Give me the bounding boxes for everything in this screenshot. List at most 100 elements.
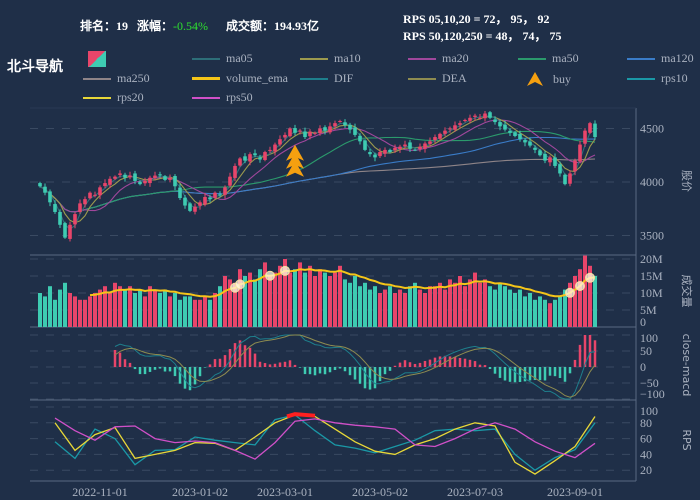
x-tick-label: 2023-07-03 [447, 485, 503, 499]
buy-arrow-icon [525, 71, 545, 87]
volume-bar [523, 296, 527, 327]
volume-bar [178, 299, 182, 327]
volume-bar [148, 286, 152, 327]
volume-bar [573, 276, 577, 327]
volume-bar [338, 265, 342, 327]
volume-bar [343, 279, 347, 327]
candle-body [443, 130, 447, 134]
volume-bar [53, 299, 57, 327]
candle [413, 148, 417, 152]
candle-body [583, 130, 587, 144]
candle [568, 170, 572, 187]
candle-body [533, 147, 537, 150]
candle [338, 119, 342, 123]
legend-item-rps50[interactable]: rps50 [192, 90, 253, 105]
candle [533, 145, 537, 154]
volume-bar [38, 293, 42, 327]
candle [103, 179, 107, 188]
candle-body [218, 194, 222, 196]
change-value: -0.54% [173, 19, 209, 33]
candle [423, 141, 427, 153]
turnover-label: 成交额： [226, 19, 275, 33]
candle-body [468, 117, 472, 121]
candle-body [83, 199, 87, 205]
volume-bar [253, 279, 257, 327]
volume-bar [68, 293, 72, 327]
candle [488, 110, 492, 120]
legend-item-ma20[interactable]: ma20 [408, 51, 469, 66]
legend-label: buy [553, 71, 571, 86]
candle [548, 155, 552, 167]
volume-bar [493, 289, 497, 327]
candle-body [178, 187, 182, 199]
volume-bar [233, 282, 237, 327]
candle [528, 137, 532, 148]
candle [153, 171, 157, 181]
candle-body [118, 173, 122, 175]
volume-bar [393, 293, 397, 327]
volume-bar [103, 286, 107, 327]
volume-bar [203, 296, 207, 327]
candle [328, 122, 332, 135]
candle [48, 189, 52, 207]
volume-bar [88, 296, 92, 327]
candle-body [188, 203, 192, 211]
dif-swatch-icon [300, 77, 328, 80]
candle [553, 153, 557, 168]
candle [263, 150, 267, 162]
candle [323, 125, 327, 135]
turnover-value: 194.93亿 [274, 19, 320, 33]
ma50-line [39, 130, 596, 213]
volume-bar [98, 289, 102, 327]
legend-item-ma120[interactable]: ma120 [627, 51, 694, 66]
volume-ema-swatch-icon [192, 77, 220, 80]
legend-item-dif[interactable]: DIF [300, 71, 353, 86]
candle-body [148, 177, 152, 184]
volume-bar [518, 289, 522, 327]
volume-bar [83, 299, 87, 327]
buy-arrow-icon [286, 160, 304, 177]
candle [578, 140, 582, 164]
volume-bar [558, 296, 562, 327]
volume-ema-line [89, 268, 596, 298]
volume-bar [278, 265, 282, 327]
x-tick-label: 2023-03-01 [257, 485, 313, 499]
legend-item-candle[interactable] [83, 51, 118, 67]
candle [453, 121, 457, 132]
candle-body [108, 178, 112, 185]
candle-body [393, 147, 397, 151]
legend-item-ma05[interactable]: ma05 [192, 51, 253, 66]
legend-item-buy[interactable]: buy [525, 71, 571, 87]
volume-bar [243, 276, 247, 327]
candle-body [458, 123, 462, 125]
volume-bar [248, 272, 252, 327]
candle-body [413, 149, 417, 151]
volume-bar [368, 289, 372, 327]
candle-body [58, 211, 62, 225]
volume-bar [198, 299, 202, 327]
dif-line [114, 334, 596, 400]
legend-item-rps20[interactable]: rps20 [83, 90, 144, 105]
candle-body [563, 174, 567, 185]
candle [133, 170, 137, 185]
volume-bar [138, 289, 142, 327]
volume-bar [403, 293, 407, 327]
candle [183, 195, 187, 209]
candle [293, 124, 297, 136]
candle [118, 170, 122, 178]
candle-body [373, 154, 377, 158]
legend-item-rps10[interactable]: rps10 [627, 71, 688, 86]
volume-bar [108, 293, 112, 327]
candle-body [43, 186, 47, 193]
volume-bar [238, 269, 242, 327]
legend-item-ma250[interactable]: ma250 [83, 71, 150, 86]
candle [43, 183, 47, 196]
legend-item-ma50[interactable]: ma50 [518, 51, 579, 66]
legend-item-ma10[interactable]: ma10 [300, 51, 361, 66]
candle [318, 125, 322, 136]
legend-item-dea[interactable]: DEA [408, 71, 467, 86]
volume-bar [133, 293, 137, 327]
ma50-swatch-icon [518, 57, 546, 60]
volume-bar [348, 282, 352, 327]
legend-item-volume-ema[interactable]: volume_ema [192, 71, 288, 86]
